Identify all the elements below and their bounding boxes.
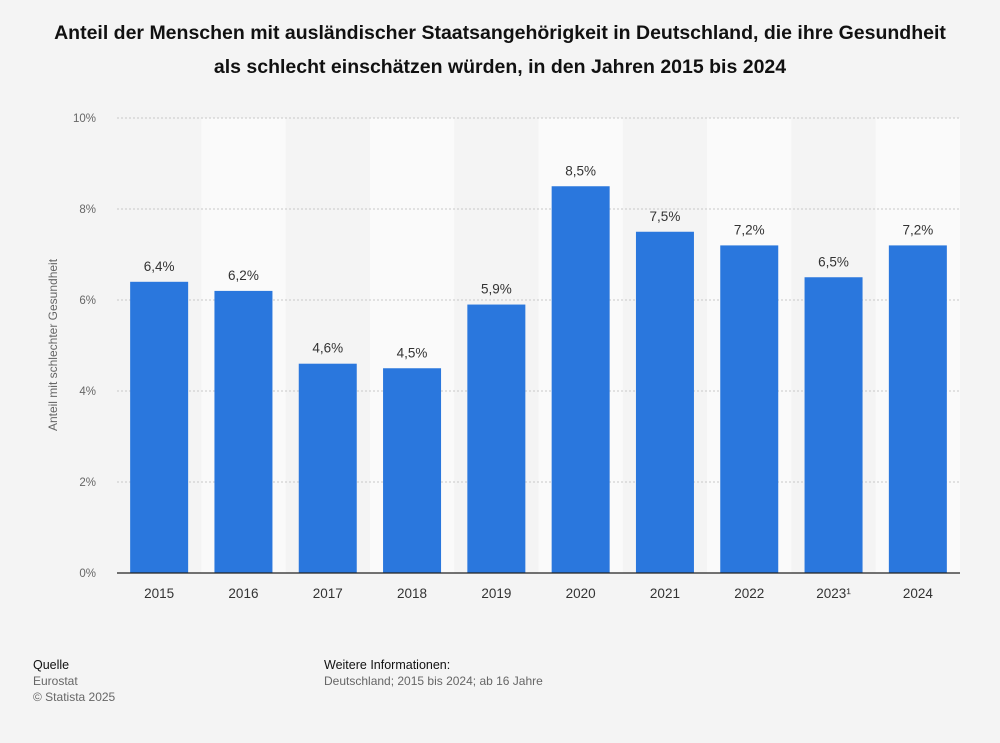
copyright: © Statista 2025: [33, 690, 116, 704]
bar: [383, 368, 442, 573]
value-label: 7,5%: [650, 209, 681, 224]
value-label: 6,4%: [144, 259, 175, 274]
y-tick-label: 4%: [79, 386, 96, 398]
info-text: Deutschland; 2015 bis 2024; ab 16 Jahre: [324, 674, 543, 688]
source-block: Quelle Eurostat © Statista 2025: [33, 657, 115, 705]
value-label: 4,6%: [312, 341, 343, 356]
x-tick-label: 2019: [481, 586, 511, 601]
value-label: 6,5%: [818, 254, 849, 269]
source-name: Eurostat: [33, 674, 78, 688]
x-tick-label: 2024: [903, 586, 934, 601]
bar-chart: 0% 2% 4% 6% 8% 10% Anteil mit schlechter Gesun…: [46, 113, 960, 601]
y-tick-label: 0%: [79, 568, 96, 580]
chart-title: Anteil der Menschen mit ausländischer St…: [54, 22, 946, 78]
x-tick-label: 2018: [397, 586, 427, 601]
value-label: 7,2%: [734, 222, 765, 237]
x-tick-label: 2017: [313, 586, 343, 601]
x-tick-label: 2021: [650, 586, 680, 601]
value-label: 7,2%: [902, 222, 933, 237]
bar: [635, 231, 694, 573]
bar: [551, 186, 610, 573]
bar: [130, 281, 189, 573]
y-tick-label: 2%: [79, 477, 96, 489]
source-heading: Quelle: [33, 658, 70, 672]
value-label: 6,2%: [228, 268, 259, 283]
bar: [298, 363, 357, 573]
x-tick-label: 2022: [734, 586, 764, 601]
x-tick-label: 2016: [228, 586, 258, 601]
value-label: 8,5%: [565, 163, 596, 178]
bar: [467, 304, 526, 573]
bar: [888, 245, 947, 573]
value-label: 5,9%: [481, 282, 512, 297]
bar: [214, 290, 273, 573]
x-tick-label: 2023¹: [816, 586, 851, 601]
value-label: 4,5%: [397, 345, 428, 360]
bar: [804, 277, 863, 573]
x-tick-label: 2015: [144, 586, 174, 601]
bar: [720, 245, 779, 573]
info-block: Weitere Informationen: Deutschland; 2015…: [324, 657, 543, 689]
y-tick-label: 6%: [79, 295, 96, 307]
x-tick-label: 2020: [566, 586, 596, 601]
y-tick-label: 10%: [73, 113, 96, 125]
y-tick-label: 8%: [79, 204, 96, 216]
y-axis-label: Anteil mit schlechter Gesundheit: [46, 258, 60, 431]
info-heading: Weitere Informationen:: [324, 658, 451, 672]
